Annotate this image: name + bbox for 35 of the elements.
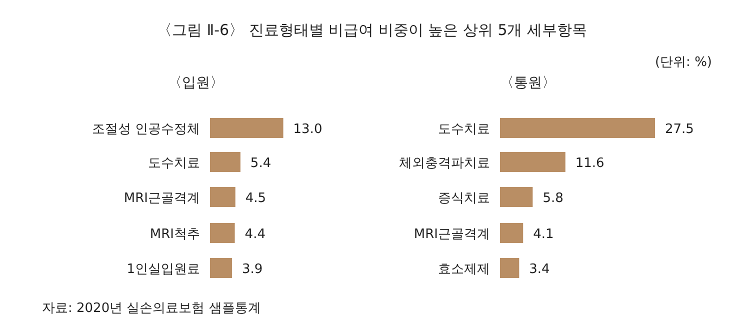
bar	[500, 152, 566, 172]
y-tick-label: 증식치료	[438, 191, 490, 206]
data-label: 4.5	[245, 191, 266, 206]
y-tick-label: 효소제제	[438, 262, 490, 277]
data-label: 5.8	[542, 191, 564, 206]
chart-title: 〈통원〉	[500, 75, 556, 91]
y-tick-label: 조절성 인공수정체	[92, 122, 200, 137]
data-label: 13.0	[293, 122, 322, 137]
data-label: 4.4	[244, 227, 266, 242]
text: 자료: 2020년 실손의료보험 샘플통계	[42, 301, 261, 316]
bar	[500, 258, 520, 278]
data-label: 5.4	[250, 156, 272, 171]
y-tick-label: 도수치료	[148, 156, 200, 171]
y-tick-label: 체외충격파치료	[399, 156, 490, 171]
data-label: 3.4	[529, 262, 550, 277]
bar	[500, 223, 524, 243]
chart-title: 〈입원〉	[168, 75, 224, 91]
y-tick-label: MRI근골격계	[124, 191, 200, 206]
data-label: 27.5	[665, 122, 694, 137]
data-label: 4.1	[533, 227, 554, 242]
bar	[500, 187, 533, 207]
bar	[210, 118, 284, 138]
bar	[500, 118, 655, 138]
y-tick-label: 1인실입원료	[126, 262, 200, 277]
bar	[210, 152, 240, 172]
y-tick-label: MRI근골격계	[414, 227, 490, 242]
data-label: 11.6	[575, 156, 604, 171]
y-tick-label: 도수치료	[438, 122, 490, 137]
text: 〈그림 Ⅱ-6〉 진료형태별 비급여 비중이 높은 상위 5개 세부항목	[156, 21, 588, 39]
text: (단위: %)	[654, 55, 712, 70]
bar	[210, 258, 232, 278]
bar	[210, 223, 235, 243]
y-tick-label: MRI척추	[150, 227, 200, 242]
bar	[210, 187, 236, 207]
data-label: 3.9	[242, 262, 263, 277]
